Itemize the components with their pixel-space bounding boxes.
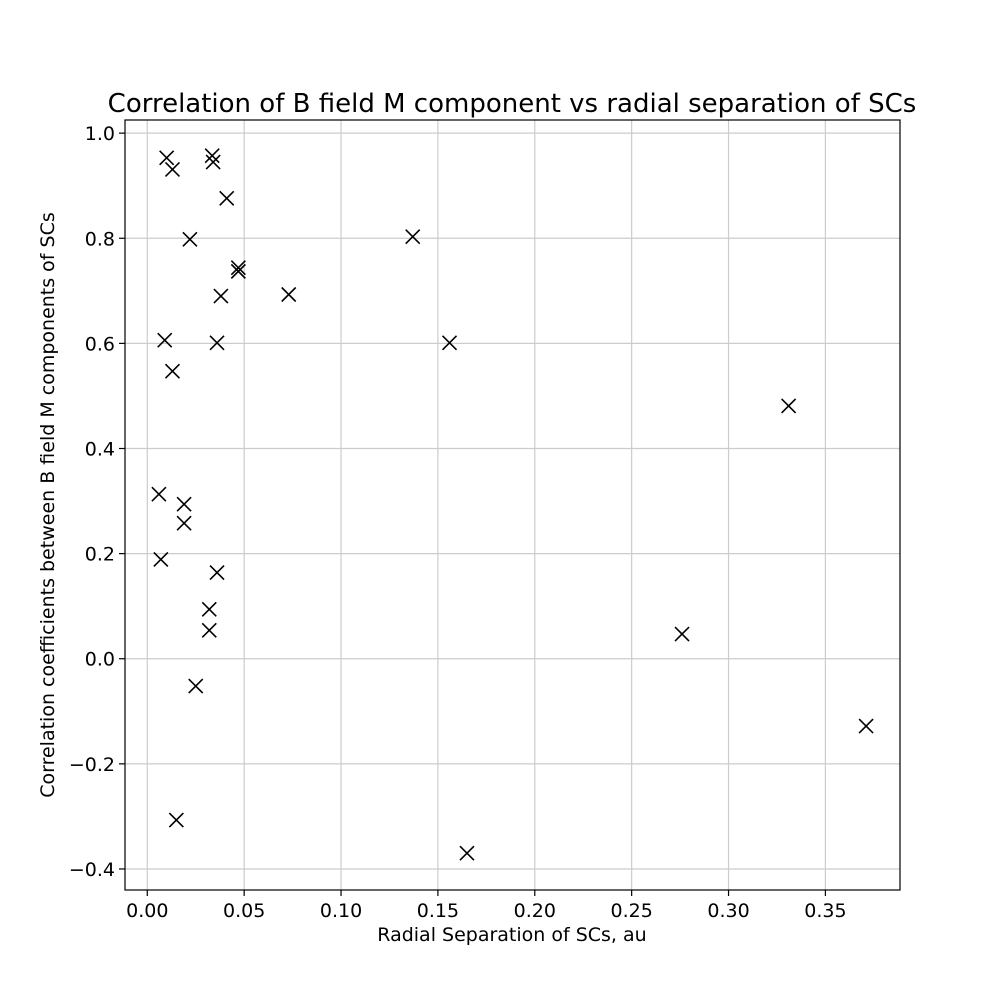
data-point <box>159 150 175 166</box>
chart-title: Correlation of B field M component vs ra… <box>108 89 917 119</box>
grid-lines <box>125 120 900 890</box>
data-point <box>204 148 220 164</box>
y-tick-label: 0.6 <box>85 333 115 355</box>
data-point <box>459 845 475 861</box>
data-points <box>151 148 874 861</box>
data-point <box>209 564 225 581</box>
data-point <box>405 229 421 245</box>
data-point <box>157 332 173 348</box>
x-tick-label: 0.15 <box>417 900 459 922</box>
y-tick-label: 1.0 <box>85 123 115 145</box>
data-point <box>176 496 192 512</box>
data-point <box>213 288 229 304</box>
data-point <box>182 231 198 247</box>
x-axis-label: Radial Separation of SCs, au <box>377 924 646 946</box>
data-point <box>209 335 225 351</box>
y-tick-label: 0.0 <box>85 649 115 671</box>
x-tick-label: 0.35 <box>804 900 846 922</box>
x-tick-label: 0.25 <box>611 900 653 922</box>
data-point <box>858 718 874 734</box>
data-point <box>201 622 217 638</box>
data-point <box>205 154 221 170</box>
plot-frame <box>124 119 901 891</box>
x-tick-label: 0.10 <box>320 900 362 922</box>
x-tick-label: 0.00 <box>126 900 168 922</box>
data-point <box>188 678 204 694</box>
data-point <box>441 335 458 351</box>
y-tick-label: 0.2 <box>85 544 115 566</box>
x-tick-label: 0.05 <box>223 900 265 922</box>
x-tick-label: 0.30 <box>707 900 749 922</box>
data-point <box>151 486 167 502</box>
x-tick-label: 0.20 <box>514 900 556 922</box>
data-point <box>281 286 297 303</box>
y-tick-label: −0.2 <box>69 754 115 776</box>
y-tick-label: 0.8 <box>85 228 115 250</box>
data-point <box>781 398 797 414</box>
data-point <box>219 190 235 206</box>
data-point <box>164 161 181 177</box>
data-point <box>230 260 246 276</box>
data-point <box>168 812 184 828</box>
data-point <box>164 363 181 379</box>
axis-ticks: 0.00 0.05 0.10 0.15 0.20 0.25 0.30 0.35 −0.4 −0.2… <box>69 123 847 922</box>
data-point <box>674 626 690 642</box>
data-point <box>230 263 246 279</box>
y-axis-label: Correlation coefficients between B field… <box>37 212 59 798</box>
y-tick-label: −0.4 <box>69 859 115 881</box>
data-point <box>201 601 217 617</box>
data-point <box>153 551 169 567</box>
y-tick-label: 0.4 <box>85 438 115 460</box>
data-point <box>176 515 192 531</box>
